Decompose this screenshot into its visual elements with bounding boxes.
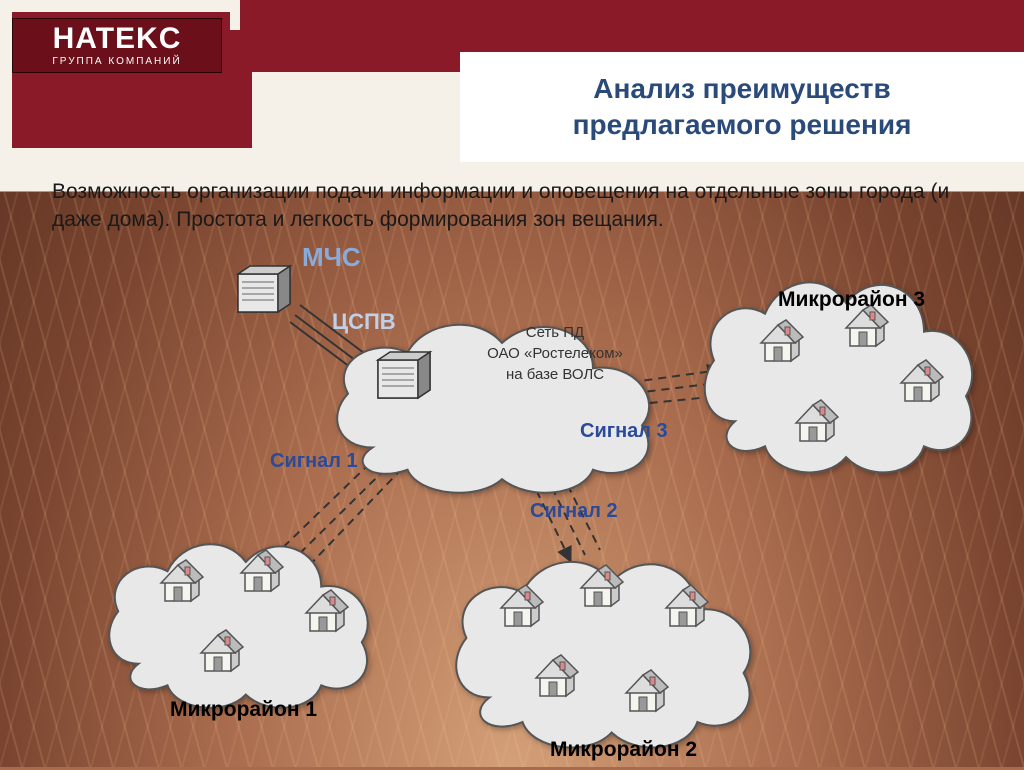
house-icon	[575, 560, 625, 610]
microdistrict-2-label: Микрорайон 2	[550, 738, 697, 762]
house-icon	[495, 580, 545, 630]
house-icon	[895, 355, 945, 405]
house-icon	[530, 650, 580, 700]
house-icon	[195, 625, 245, 675]
signal-1-label: Сигнал 1	[270, 450, 358, 473]
house-icon	[235, 545, 285, 595]
company-logo: HATEKC ГРУППА КОМПАНИЙ	[12, 18, 222, 73]
house-icon	[300, 585, 350, 635]
network-diagram: МЧС ЦСПВ Сеть ПДОАО «Ростелеком»на базе …	[0, 250, 1024, 767]
signal-2-label: Сигнал 2	[530, 500, 618, 523]
cspb-label: ЦСПВ	[332, 309, 396, 335]
microdistrict-1-label: Микрорайон 1	[170, 698, 317, 722]
microdistrict-3-label: Микрорайон 3	[778, 288, 925, 312]
slide-title-box: Анализ преимуществ предлагаемого решения	[460, 52, 1024, 162]
signal-3-label: Сигнал 3	[580, 420, 668, 443]
server-cspb-icon	[370, 348, 442, 410]
title-strip	[240, 52, 460, 72]
header-bar	[240, 0, 1024, 52]
server-mchs-icon	[230, 262, 302, 324]
slide-title: Анализ преимуществ предлагаемого решения	[490, 71, 994, 144]
logo-sub-text: ГРУППА КОМПАНИЙ	[52, 56, 181, 67]
house-icon	[790, 395, 840, 445]
network-label: Сеть ПДОАО «Ростелеком»на базе ВОЛС	[470, 322, 640, 385]
house-icon	[755, 315, 805, 365]
house-icon	[660, 580, 710, 630]
mchs-label: МЧС	[302, 242, 361, 273]
slide-body-text: Возможность организации подачи информаци…	[52, 178, 984, 235]
logo-main-text: HATEKC	[53, 24, 182, 54]
house-icon	[620, 665, 670, 715]
house-icon	[155, 555, 205, 605]
